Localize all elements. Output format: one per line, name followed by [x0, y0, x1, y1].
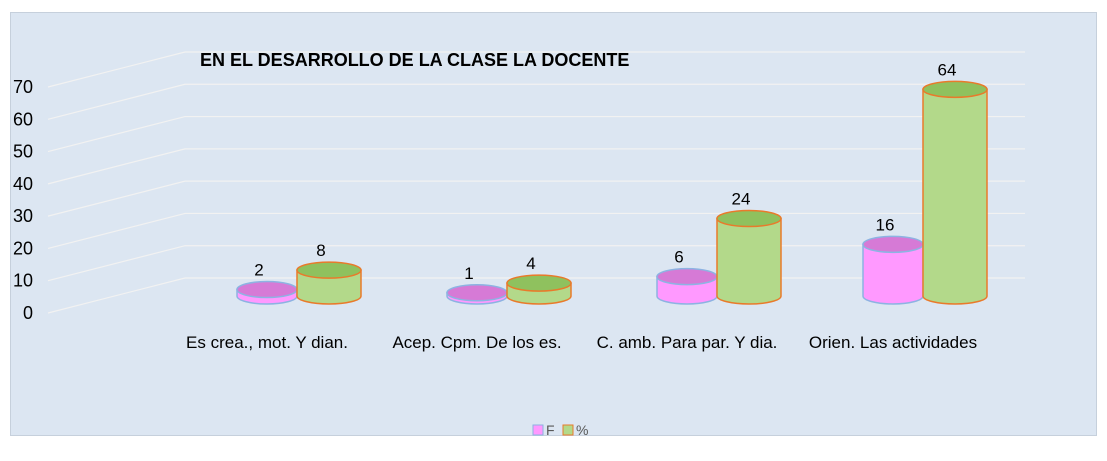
grid-line [47, 115, 1025, 153]
bar [506, 274, 572, 305]
bar-body [922, 88, 988, 305]
y-tick-label: 0 [23, 303, 33, 323]
x-tick-label: Orien. Las actividades [808, 333, 978, 352]
chart-background [10, 12, 1097, 436]
bar-top [506, 274, 572, 292]
bar-body [296, 269, 362, 305]
bar-top [716, 209, 782, 228]
grid-line [47, 148, 1025, 185]
bar-top [862, 235, 924, 254]
y-tick-label: 20 [13, 238, 33, 258]
bar [656, 267, 718, 305]
y-tick-label: 60 [13, 109, 33, 129]
data-label: 24 [732, 190, 751, 209]
y-tick-label: 40 [13, 174, 33, 194]
bar-top [296, 261, 362, 279]
data-label: 1 [464, 264, 473, 283]
grid-line [47, 180, 1025, 217]
data-label: 6 [674, 248, 683, 267]
data-label: 2 [254, 261, 263, 280]
bar-top [236, 280, 298, 299]
bar [446, 284, 508, 305]
bar [296, 261, 362, 305]
y-tick-label: 30 [13, 206, 33, 226]
x-tick-label: C. amb. Para par. Y dia. [596, 333, 778, 352]
bar-top [656, 267, 718, 286]
chart-title: EN EL DESARROLLO DE LA CLASE LA DOCENTE [200, 50, 629, 70]
grid-line [47, 83, 1025, 120]
data-label: 64 [938, 60, 957, 79]
bar [236, 280, 298, 305]
y-tick-label: 10 [13, 271, 33, 291]
x-tick-label: Acep. Cpm. De los es. [392, 333, 562, 352]
y-tick-label: 70 [13, 77, 33, 97]
y-tick-label: 50 [13, 142, 33, 162]
legend-swatch [532, 424, 544, 436]
data-label: 8 [316, 241, 325, 260]
legend-swatch [562, 424, 574, 436]
bar [862, 235, 924, 305]
legend-label: F [546, 422, 555, 438]
bar-top [922, 80, 988, 99]
bar [716, 209, 782, 305]
data-label: 16 [876, 215, 895, 234]
bar [922, 80, 988, 305]
data-label: 4 [526, 254, 535, 273]
grid-line [47, 51, 1025, 88]
legend-label: % [576, 422, 588, 438]
bar-body [862, 243, 924, 305]
x-tick-label: Es crea., mot. Y dian. [186, 333, 348, 352]
bar-body [716, 217, 782, 305]
bar-top [446, 284, 508, 302]
